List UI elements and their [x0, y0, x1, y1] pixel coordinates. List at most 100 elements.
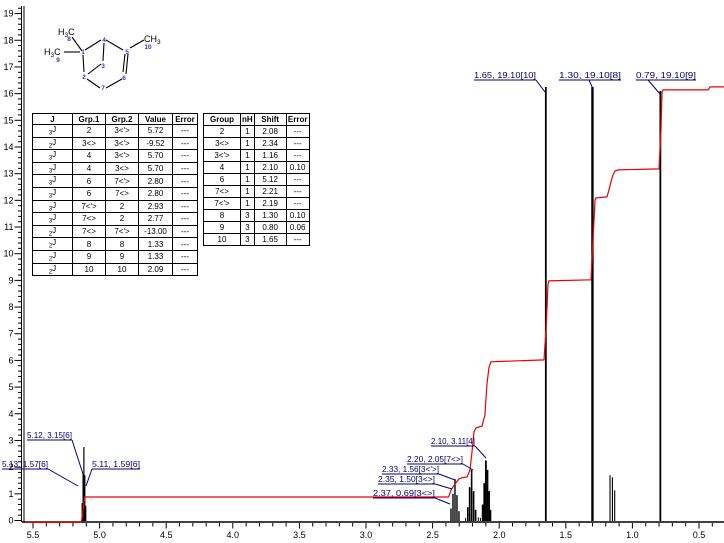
peak-annotation-label[interactable]: 1.65, 19.10[10]: [474, 71, 536, 80]
table-cell: 1: [240, 173, 255, 186]
table-cell: 3J: [32, 124, 73, 138]
x-axis-tick-label: 5.5: [27, 530, 40, 540]
table-cell: -13.00: [138, 224, 173, 239]
table-row: 3J 4 3<> 5.70 ---: [32, 161, 198, 176]
bond-line: [86, 78, 101, 89]
table-cell: 5.72: [138, 124, 173, 138]
table-cell: 1.16: [253, 149, 287, 162]
peak-annotation-leader: [647, 79, 661, 95]
methyl-group-label: H3C: [44, 47, 61, 59]
peak-annotation-label[interactable]: 2.20, 2.05[7<>]: [407, 455, 463, 464]
shift-table: Group nH Shift Error 2 1 2.08 --- 3<> 1 2.34 --- 3<'…: [203, 113, 310, 246]
table-cell: -9.52: [138, 136, 173, 151]
table-cell: 4: [72, 149, 106, 163]
peak-annotation-label[interactable]: 2.37, 0.69[3<>]: [373, 489, 435, 498]
table-cell: 1: [240, 185, 255, 198]
peak-annotation[interactable]: 2.33, 1.56[3<'>]: [382, 465, 456, 481]
table-cell: 9: [72, 249, 106, 264]
table-row: 6 1 5.12 ---: [203, 173, 310, 186]
peak-annotation-leader: [535, 79, 546, 93]
table-cell: ---: [172, 262, 198, 277]
table-row: 7<'> 1 2.19 ---: [203, 197, 310, 210]
table-header-cell: Shift: [253, 113, 287, 126]
table-cell: 2J: [32, 262, 73, 277]
atom-number: 9: [56, 57, 60, 64]
peak-annotation-label[interactable]: 0.79, 19.10[9]: [636, 71, 696, 80]
peak-annotation-label[interactable]: 1.30, 19.10[8]: [559, 71, 621, 80]
table-cell: 8: [72, 237, 106, 251]
table-row: 4 1 2.10 0.10: [203, 161, 310, 174]
peak-annotation-leader: [434, 483, 453, 490]
peak-annotation[interactable]: 2.35, 1.50[3<>]: [378, 475, 453, 490]
table-cell: 10: [203, 233, 241, 246]
atom-number: 4: [102, 37, 106, 44]
y-axis-tick-label: 2: [8, 462, 13, 472]
table-cell: ---: [285, 173, 310, 186]
table-cell: 2.21: [253, 185, 287, 198]
peak-annotation-label[interactable]: 5.12, 3.15[6]: [27, 431, 72, 440]
table-cell: ---: [172, 224, 198, 239]
peak-annotation[interactable]: 2.37, 0.69[3<>]: [373, 489, 451, 505]
table-cell: ---: [172, 249, 198, 264]
atom-number: 6: [122, 75, 126, 82]
peak-annotation[interactable]: 2.20, 2.05[7<>]: [407, 455, 474, 471]
peak-annotation-label[interactable]: 2.10, 3.11[4]: [431, 437, 475, 446]
table-cell: 2.93: [138, 199, 173, 214]
table-cell: 3J: [32, 199, 73, 214]
peak-annotation-label[interactable]: 2.33, 1.56[3<'>]: [382, 465, 439, 474]
table-cell: 9: [203, 221, 241, 234]
table-cell: 8: [203, 209, 241, 222]
y-axis-tick-label: 19: [3, 9, 13, 19]
integral-curve: [25, 86, 724, 524]
table-row: 2J 10 10 2.09 ---: [32, 262, 198, 277]
table-header-cell: Grp.2: [105, 113, 139, 125]
table-row: 3<'> 1 1.16 ---: [203, 149, 310, 162]
x-axis-tick-label: 3.0: [360, 530, 373, 540]
x-axis-tick-label: 0.5: [693, 530, 706, 540]
table-cell: 2.09: [138, 262, 173, 277]
table-cell: 3J: [32, 149, 73, 163]
table-header-cell: Value: [138, 113, 173, 125]
peak-annotation[interactable]: 5.13, 1.57[6]: [2, 460, 79, 487]
peak-annotation[interactable]: 0.79, 19.10[9]: [636, 71, 696, 95]
table-row: 2J 9 9 1.33 ---: [32, 249, 198, 264]
table-cell: 1: [240, 197, 255, 210]
peak-annotation[interactable]: 2.10, 3.11[4]: [431, 437, 487, 459]
peak-annotation-label[interactable]: 2.35, 1.50[3<>]: [378, 475, 435, 484]
atom-number: 5: [125, 49, 129, 56]
bond-line: [102, 42, 105, 62]
table-cell: 1.30: [253, 209, 287, 222]
atom-number: 2: [82, 74, 86, 81]
shift-table-grid: Group nH Shift Error 2 1 2.08 --- 3<> 1 2.34 --- 3<'…: [203, 113, 310, 246]
atom-number: 7: [101, 85, 105, 92]
table-cell: 2: [72, 124, 106, 138]
peak-annotation[interactable]: 1.65, 19.10[10]: [474, 71, 546, 93]
bond-line: [129, 39, 145, 49]
peak-annotation-leader: [47, 468, 79, 487]
table-cell: 3<>: [105, 161, 139, 176]
peak-annotation-label[interactable]: 5.13, 1.57[6]: [2, 460, 48, 469]
peak-annotation-label[interactable]: 5.11, 1.59[6]: [92, 460, 140, 469]
peak-annotation[interactable]: 5.12, 3.15[6]: [27, 431, 84, 475]
table-row: 8 3 1.30 0.10: [203, 209, 310, 222]
peak-annotation-leader: [462, 463, 474, 471]
peak-annotation[interactable]: 5.11, 1.59[6]: [85, 460, 140, 487]
bond-line: [105, 78, 123, 89]
table-cell: 2J: [32, 237, 73, 251]
table-cell: ---: [172, 212, 198, 226]
peak-annotation[interactable]: 1.30, 19.10[8]: [559, 71, 621, 90]
table-row: 3J 7<'> 2 2.93 ---: [32, 199, 198, 214]
table-row: 3J 7<> 2 2.77 ---: [32, 212, 198, 226]
table-row: 9 3 0.80 0.06: [203, 221, 310, 234]
x-axis-tick-label: 4.5: [160, 530, 173, 540]
table-cell: 3<>: [203, 137, 241, 150]
y-axis-tick-label: 13: [3, 169, 13, 179]
bond-line: [87, 63, 102, 75]
x-axis-tick-label: 5.0: [93, 530, 106, 540]
table-cell: 3J: [32, 186, 73, 201]
table-cell: 7<>: [72, 212, 106, 226]
table-row: 2J 7<> 7<'> -13.00 ---: [32, 224, 198, 239]
table-cell: ---: [285, 197, 310, 210]
table-cell: ---: [172, 149, 198, 163]
